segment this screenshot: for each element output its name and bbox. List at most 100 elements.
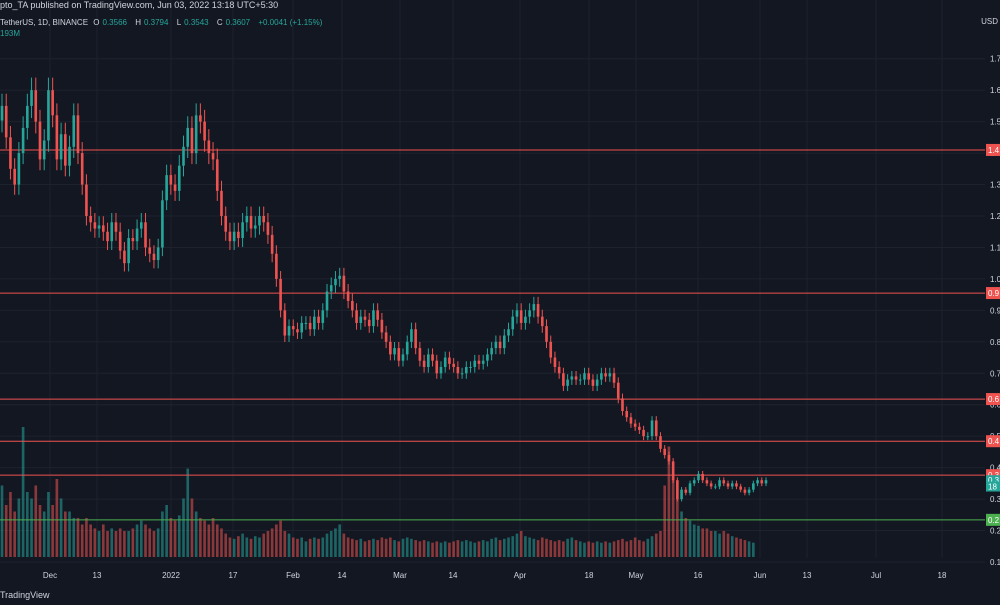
volume-bar	[359, 538, 363, 557]
volume-bar	[224, 533, 228, 557]
volume-bar	[705, 528, 709, 557]
volume-bar	[17, 498, 21, 557]
volume-bar	[342, 533, 346, 557]
candle-body	[393, 348, 396, 355]
x-tick-label: Apr	[514, 571, 527, 580]
candle-body	[258, 216, 261, 226]
candle-body	[177, 165, 181, 191]
candle-body	[524, 316, 527, 323]
volume-bar	[448, 542, 451, 557]
candle-body	[300, 322, 303, 333]
candle-body	[557, 366, 561, 374]
volume-bar	[697, 525, 700, 557]
candle-body	[473, 360, 477, 367]
candle-body	[591, 379, 595, 386]
candle-body	[671, 461, 675, 481]
x-tick-label: Jun	[754, 571, 767, 580]
volume-bar	[165, 505, 168, 557]
candle-body	[291, 326, 295, 330]
volume-bar	[249, 538, 253, 557]
volume-bar	[566, 538, 569, 557]
volume-bar	[393, 540, 396, 557]
candle-body	[587, 373, 591, 380]
volume-bar	[258, 537, 261, 557]
candle-body	[110, 222, 114, 242]
volume-label: 193M	[0, 29, 21, 38]
candle-body	[232, 231, 236, 242]
volume-bar	[574, 540, 578, 557]
candle-body	[321, 310, 325, 323]
volume-bar	[490, 538, 493, 557]
candle-body	[245, 216, 249, 223]
volume-bar	[621, 538, 624, 557]
volume-bar	[85, 518, 88, 557]
y-tick-label: 0.7	[990, 369, 1000, 378]
candle-body	[718, 480, 721, 487]
candle-body	[642, 429, 645, 437]
candle-body	[203, 121, 206, 141]
volume-bar	[654, 533, 658, 557]
volume-bar	[519, 531, 523, 557]
volume-bar	[376, 540, 379, 557]
candle-body	[545, 326, 548, 342]
volume-bar	[173, 520, 177, 557]
volume-bar	[232, 538, 236, 557]
volume-bar	[600, 542, 603, 557]
volume-bar	[646, 538, 650, 557]
volume-bar	[692, 524, 696, 557]
candle-body	[21, 127, 25, 154]
volume-bar	[64, 511, 67, 557]
volume-bar	[659, 531, 662, 557]
candle-body	[735, 483, 738, 487]
volume-bar	[118, 528, 122, 557]
candle-body	[486, 354, 489, 361]
volume-bar	[93, 528, 97, 557]
volume-bar	[549, 540, 553, 557]
volume-bar	[34, 485, 38, 557]
candle-body	[553, 357, 557, 367]
volume-bar	[177, 515, 181, 557]
candle-body	[4, 105, 8, 138]
y-tick-label: 1.6	[990, 86, 1000, 95]
candle-body	[127, 238, 130, 264]
candle-body	[532, 304, 536, 311]
volume-bar	[515, 533, 519, 557]
y-tick-label: 1.7	[990, 55, 1000, 64]
volume-bar	[410, 538, 413, 557]
candle-body	[131, 238, 135, 242]
volume-bar	[473, 542, 477, 557]
volume-bar	[511, 536, 515, 557]
candle-body	[279, 278, 282, 311]
volume-bar	[650, 536, 654, 557]
volume-bar	[671, 479, 675, 557]
volume-bar	[431, 542, 434, 557]
volume-bar	[68, 511, 71, 557]
volume-bar	[275, 524, 278, 557]
candle-body	[697, 473, 700, 481]
y-tick-label: 0.8	[990, 338, 1000, 347]
candle-body	[600, 373, 603, 380]
volume-bar	[443, 541, 447, 557]
candle-body	[397, 348, 401, 361]
candle-body	[540, 316, 544, 327]
candle-body	[621, 398, 624, 412]
candle-body	[448, 357, 451, 364]
candle-body	[380, 319, 384, 333]
candle-body	[215, 159, 219, 191]
candle-body	[220, 190, 223, 216]
volume-bar	[726, 533, 730, 557]
volume-bar	[608, 542, 612, 557]
volume-bar	[743, 540, 747, 557]
volume-bar	[106, 531, 109, 557]
volume-bar	[701, 528, 704, 557]
candle-body	[161, 200, 164, 248]
volume-bar	[215, 524, 219, 557]
candle-body	[405, 341, 409, 355]
candle-body	[705, 480, 709, 484]
volume-bar	[156, 528, 160, 557]
volume-bar	[557, 540, 561, 557]
candle-body	[186, 127, 190, 147]
